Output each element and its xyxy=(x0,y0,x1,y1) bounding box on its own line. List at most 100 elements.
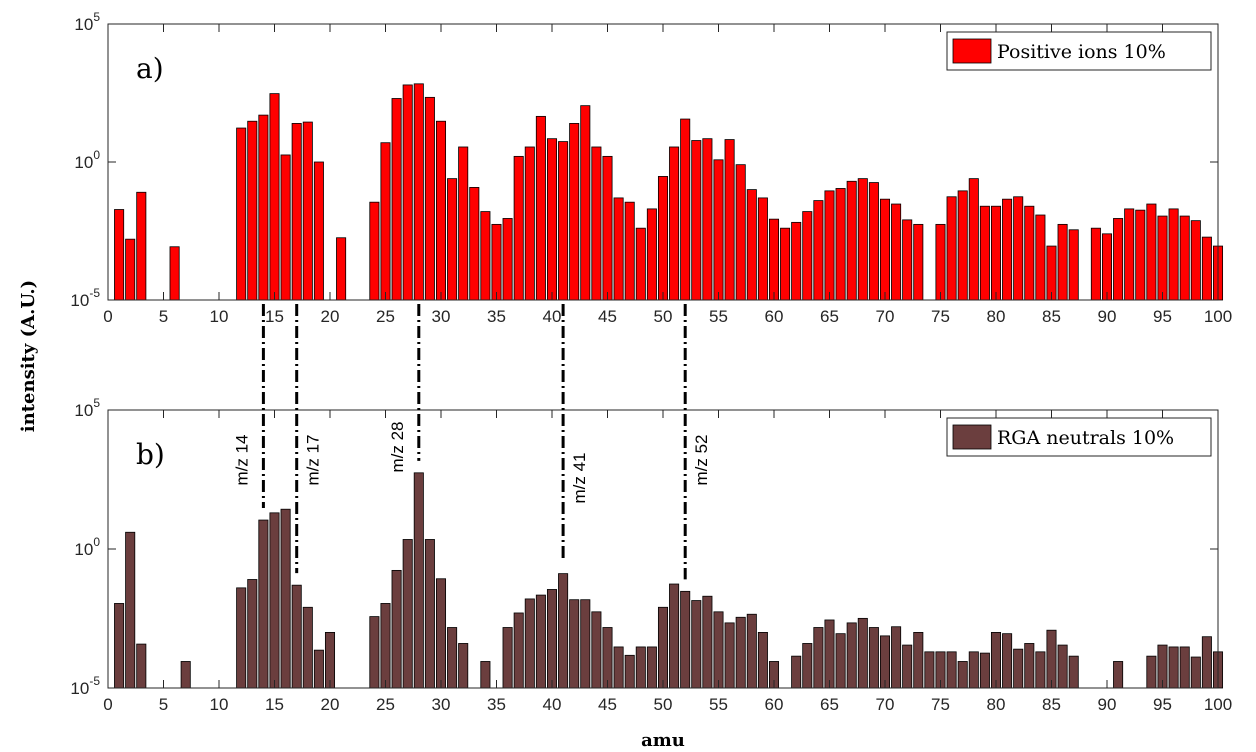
bar-94 xyxy=(1146,655,1157,689)
x-tick-label: 55 xyxy=(709,695,728,714)
x-tick-label: 30 xyxy=(432,695,451,714)
bar-94 xyxy=(1146,203,1157,301)
y-tick-base: 10 xyxy=(74,540,93,559)
bar-27 xyxy=(402,539,413,689)
y-tick-label: 10-5 xyxy=(70,286,100,310)
x-tick-label: 70 xyxy=(876,695,895,714)
mz-label: m/z 52 xyxy=(692,434,711,485)
x-tick-label: 85 xyxy=(1042,695,1061,714)
bar-59 xyxy=(757,632,768,689)
bar-46 xyxy=(613,197,624,301)
bar-24 xyxy=(369,201,380,301)
x-tick-label: 10 xyxy=(210,695,229,714)
mz-label: m/z 28 xyxy=(388,421,407,472)
bar-19 xyxy=(313,161,324,301)
bar-36 xyxy=(502,218,513,301)
mz-label: m/z 17 xyxy=(304,434,323,485)
bar-91 xyxy=(1113,661,1124,689)
bar-78 xyxy=(968,178,979,301)
bar-65 xyxy=(824,619,835,689)
bar-63 xyxy=(802,643,813,689)
bar-83 xyxy=(1024,643,1035,689)
bar-3 xyxy=(136,643,147,689)
bar-51 xyxy=(669,583,680,689)
y-tick-label: 105 xyxy=(74,396,100,420)
bar-41 xyxy=(558,573,569,689)
x-tick-label: 40 xyxy=(543,695,562,714)
bar-66 xyxy=(835,188,846,301)
bar-58 xyxy=(746,189,757,301)
x-tick-label: 35 xyxy=(487,307,506,326)
bar-13 xyxy=(247,579,258,689)
bar-99 xyxy=(1201,236,1212,301)
y-tick-base: 10 xyxy=(74,15,93,34)
x-tick-label: 35 xyxy=(487,695,506,714)
bar-68 xyxy=(857,178,868,301)
bar-56 xyxy=(724,139,735,301)
bar-29 xyxy=(424,96,435,301)
x-tick-label: 5 xyxy=(159,307,168,326)
bar-50 xyxy=(657,606,669,689)
bar-73 xyxy=(913,223,924,301)
bar-49 xyxy=(646,646,657,689)
bar-7 xyxy=(180,661,191,689)
bar-67 xyxy=(846,180,857,301)
bar-34 xyxy=(480,211,491,301)
bar-28 xyxy=(413,83,424,301)
bar-82 xyxy=(1013,196,1024,301)
bar-97 xyxy=(1179,646,1190,689)
bar-51 xyxy=(669,146,680,301)
bar-43 xyxy=(580,599,591,689)
y-tick-exponent: -5 xyxy=(89,674,100,688)
bar-81 xyxy=(1002,633,1013,689)
bar-72 xyxy=(902,219,913,301)
bar-53 xyxy=(691,600,702,689)
bar-1 xyxy=(114,209,125,301)
bar-96 xyxy=(1168,208,1179,301)
x-tick-label: 50 xyxy=(654,307,673,326)
bar-1 xyxy=(114,603,125,689)
x-tick-label: 50 xyxy=(654,695,673,714)
legend-swatch xyxy=(952,38,992,64)
bar-75 xyxy=(935,223,946,301)
bar-74 xyxy=(924,651,935,689)
bar-26 xyxy=(391,98,402,301)
legend: Positive ions 10% xyxy=(946,31,1212,71)
y-tick-base: 10 xyxy=(70,679,89,698)
mz-annotations: m/z 14 m/z 17 m/z 28 m/z 41 m/z 52 xyxy=(232,304,711,580)
x-tick-label: 55 xyxy=(709,307,728,326)
bar-52 xyxy=(680,590,691,689)
y-tick-base: 10 xyxy=(74,401,93,420)
bar-99 xyxy=(1201,636,1212,689)
x-tick-label: 15 xyxy=(265,307,284,326)
bar-79 xyxy=(979,205,990,301)
y-tick-exponent: 5 xyxy=(93,10,100,24)
x-tick-label: 60 xyxy=(765,307,784,326)
bar-16 xyxy=(280,508,291,689)
bar-21 xyxy=(336,237,347,301)
bar-12 xyxy=(236,127,247,301)
bar-40 xyxy=(546,138,558,301)
bar-86 xyxy=(1057,644,1068,689)
legend-label: RGA neutrals 10% xyxy=(997,427,1174,449)
bar-32 xyxy=(458,643,469,689)
bar-17 xyxy=(291,584,302,689)
bar-57 xyxy=(735,164,746,301)
bar-30 xyxy=(435,120,447,301)
bar-90 xyxy=(1101,233,1113,301)
bar-98 xyxy=(1190,220,1201,301)
panel-label: b) xyxy=(136,438,165,471)
x-tick-label: 90 xyxy=(1098,307,1117,326)
bar-48 xyxy=(635,227,646,301)
bar-87 xyxy=(1068,655,1079,689)
x-tick-label: 30 xyxy=(432,307,451,326)
bar-12 xyxy=(236,587,247,689)
x-tick-label: 25 xyxy=(376,307,395,326)
bar-48 xyxy=(635,646,646,689)
bar-85 xyxy=(1046,629,1057,689)
x-tick-label: 65 xyxy=(820,307,839,326)
x-tick-label: 70 xyxy=(876,307,895,326)
bar-38 xyxy=(524,146,535,301)
bar-46 xyxy=(613,646,624,689)
